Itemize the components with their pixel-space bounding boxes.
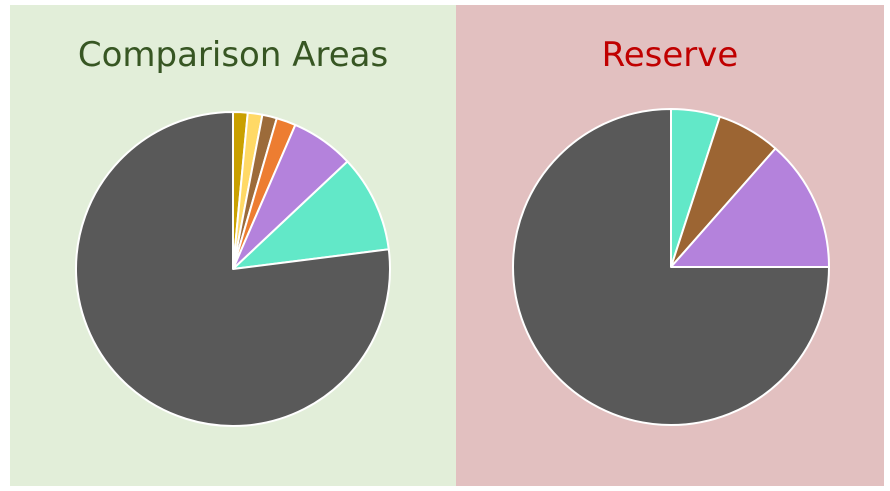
reserve-pie-slice-4 [512,108,830,426]
comparison-areas-pie-slice-7 [75,111,391,427]
chart-title-reserve: Reserve [601,35,739,75]
comparison-areas-pie-slice-6 [232,160,390,270]
reserve-panel: Reserve [456,5,884,486]
chart-title-comparison-areas: Comparison Areas [77,35,389,75]
reserve-pie [512,108,830,426]
reserve-pie-slice-3 [670,147,830,268]
comparison-areas-pie [75,111,391,427]
comparison-areas-panel: Comparison Areas [10,5,456,486]
